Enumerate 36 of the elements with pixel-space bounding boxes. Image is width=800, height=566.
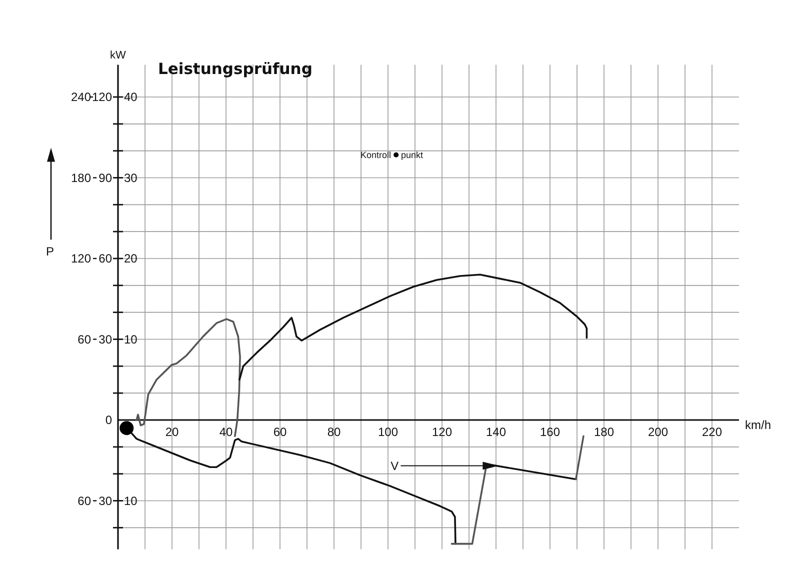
x-tick-label: 60 xyxy=(273,425,287,439)
x-tick-label: 100 xyxy=(378,425,398,439)
y3-tick-label: 10 xyxy=(124,494,138,508)
x-tick-label: 200 xyxy=(648,425,668,439)
y3-tick-label: 40 xyxy=(124,90,138,104)
x-tick-label: 80 xyxy=(327,425,341,439)
x-tick-label: 40 xyxy=(219,425,233,439)
x-tick-label: 120 xyxy=(432,425,452,439)
y-axis-title: P xyxy=(46,244,54,259)
text: kW xyxy=(110,50,127,62)
y2-tick-label: 0 xyxy=(105,413,112,427)
chart-title: Leistungsprüfung xyxy=(158,60,312,78)
annotation: punkt xyxy=(401,150,424,160)
x-tick-label: 180 xyxy=(594,425,614,439)
y-tick-label: 60 xyxy=(78,494,92,508)
line-series xyxy=(136,318,241,438)
x-tick-label: 220 xyxy=(702,425,722,439)
y3-tick-label: 30 xyxy=(124,170,138,185)
y3-tick-label: 20 xyxy=(124,252,138,266)
y2-tick-label: 120 xyxy=(92,90,112,104)
y3-tick-label: 10 xyxy=(124,332,138,346)
y2-tick-label: 30 xyxy=(98,332,112,346)
x-tick-label: 160 xyxy=(540,425,560,439)
x-axis-title: km/h xyxy=(745,418,772,432)
y2-tick-label: 30 xyxy=(98,494,112,508)
y-tick-label: 180 xyxy=(70,170,92,185)
y-tick-label: 240 xyxy=(70,90,92,104)
line-series xyxy=(238,274,588,381)
x-tick-label: 20 xyxy=(165,425,179,439)
y2-tick-label: 60 xyxy=(98,252,112,266)
annotation: V xyxy=(390,458,399,473)
x-tick-label: 140 xyxy=(486,425,506,439)
y2-tick-label: 90 xyxy=(98,170,112,185)
y-tick-label: 60 xyxy=(78,332,92,346)
annotation: Kontroll xyxy=(360,150,391,160)
y-tick-label: 120 xyxy=(70,252,92,266)
